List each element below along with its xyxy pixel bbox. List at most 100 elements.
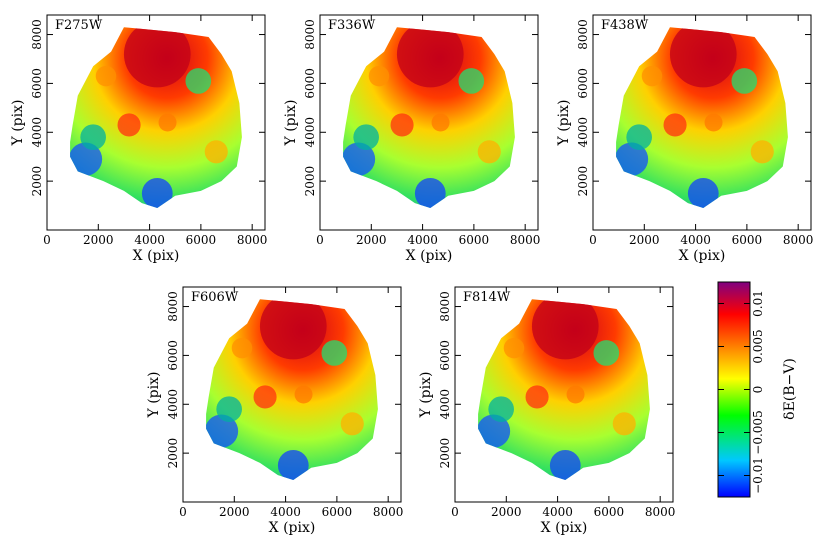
plot-frame [319,14,539,231]
x-tick-label: 2000 [83,233,114,247]
y-tick-label: 4000 [166,389,180,420]
x-axis-label: X (pix) [406,248,453,264]
panel-title: F336W [328,18,376,33]
map-feature [503,337,525,359]
map-feature [340,412,364,436]
y-tick-label: 6000 [576,68,590,99]
map-feature [123,27,191,88]
map-feature [477,140,501,164]
map-feature [593,340,620,366]
x-tick-label: 8000 [510,233,541,247]
map-feature [704,113,723,132]
map-feature [458,68,485,94]
x-tick-label: 8000 [237,233,268,247]
y-tick-label: 4000 [576,117,590,148]
map-feature [259,299,327,360]
map-feature [206,414,239,448]
panel-f275w: 0 2000 4000 6000 8000 2000 4000 6000 8000 X (pix)… [10,14,268,264]
map-feature [390,113,414,137]
x-tick-label: 2000 [491,505,522,519]
map-feature [616,142,649,176]
y-tick-label: 2000 [30,166,44,197]
map-feature [368,65,390,87]
y-axis-label: Y (pix) [556,100,572,147]
map-feature [353,124,379,150]
map-feature [663,113,687,137]
panel-f814w: 0 2000 4000 6000 8000 2000 4000 6000 8000 X (pix)… [418,286,675,536]
y-tick-label: 2000 [166,438,180,469]
x-tick-label: 2000 [219,505,250,519]
map-feature [70,142,103,176]
map-feature [488,396,514,422]
map-feature [216,396,242,422]
colorbar-tick-label: −0.01 [751,457,765,494]
map-feature [95,65,117,87]
y-tick-label: 6000 [166,340,180,371]
plot-frame [182,286,402,503]
panel-f606w: 0 2000 4000 6000 8000 2000 4000 6000 8000 X (pix)… [146,286,403,536]
map-feature [525,385,549,409]
extinction-map [616,27,788,209]
panel-f336w: 0 2000 4000 6000 8000 2000 4000 6000 8000 X (pix)… [283,14,541,264]
map-feature [531,299,599,360]
x-tick-label: 6000 [594,505,625,519]
map-feature [478,414,511,448]
map-feature [158,113,177,132]
map-feature [626,124,652,150]
x-axis-label: X (pix) [679,248,726,264]
x-tick-label: 4000 [134,233,165,247]
map-feature [141,177,173,209]
y-axis-label: Y (pix) [283,100,299,147]
panel-title: F606W [191,290,239,305]
map-feature [431,113,450,132]
x-axis-label: X (pix) [269,520,316,536]
plot-frame [46,14,266,231]
colorbar-label: δE(B−V) [782,358,798,420]
panel-f438w: 0 2000 4000 6000 8000 2000 4000 6000 8000 X (pix)… [556,14,813,264]
y-tick-label: 2000 [576,166,590,197]
map-feature [687,177,719,209]
y-tick-label: 4000 [438,389,452,420]
colorbar-tick-label: 0.01 [751,290,765,317]
colorbar-tick-label: 0.005 [751,329,765,363]
x-tick-label: 0 [589,233,597,247]
map-feature [277,449,309,481]
y-tick-label: 8000 [576,19,590,50]
x-tick-label: 6000 [186,233,217,247]
colorbar-tick-label: −0.005 [751,410,765,454]
x-tick-label: 0 [316,233,324,247]
map-feature [414,177,446,209]
colorbar: −0.01 −0.005 0 0.005 0.01 δE(B−V) [717,281,798,498]
panel-title: F438W [601,18,649,33]
x-tick-label: 6000 [732,233,763,247]
map-feature [321,340,348,366]
y-axis-label: Y (pix) [146,372,162,419]
y-axis-label: Y (pix) [10,100,26,147]
x-axis-label: X (pix) [133,248,180,264]
map-feature [80,124,106,150]
panel-title: F275W [55,18,103,33]
x-tick-label: 4000 [680,233,711,247]
map-feature [117,113,141,137]
y-tick-label: 8000 [30,19,44,50]
y-tick-label: 2000 [303,166,317,197]
y-tick-label: 6000 [30,68,44,99]
x-tick-label: 0 [179,505,187,519]
x-tick-label: 0 [451,505,459,519]
panel-title: F814W [463,290,511,305]
y-tick-label: 8000 [166,291,180,322]
x-tick-label: 2000 [629,233,660,247]
y-tick-label: 2000 [438,438,452,469]
plot-frame [454,286,674,503]
map-feature [396,27,464,88]
map-feature [204,140,228,164]
map-feature [731,68,758,94]
x-tick-label: 4000 [407,233,438,247]
x-tick-label: 4000 [542,505,573,519]
y-axis-label: Y (pix) [418,372,434,419]
map-feature [253,385,277,409]
extinction-map [70,27,242,209]
y-tick-label: 8000 [438,291,452,322]
map-feature [294,385,313,404]
